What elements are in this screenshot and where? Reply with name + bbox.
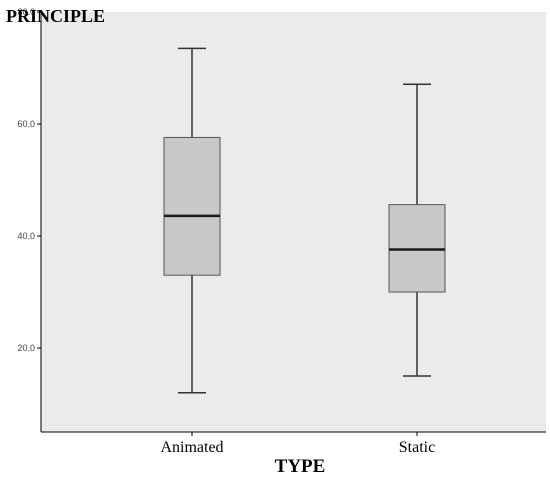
y-tick-label: 40.0 [17, 231, 35, 241]
x-axis-label: TYPE [274, 456, 326, 477]
x-category-label: Static [399, 439, 435, 456]
y-tick-label: 80.0 [17, 7, 35, 17]
x-category-label: Animated [160, 439, 223, 456]
y-tick-label: 60.0 [17, 119, 35, 129]
plot-area [41, 12, 546, 432]
box-animated [163, 136, 221, 276]
y-axis-label: PRINCIPLE [6, 6, 106, 26]
y-tick-label: 20.0 [17, 343, 35, 353]
